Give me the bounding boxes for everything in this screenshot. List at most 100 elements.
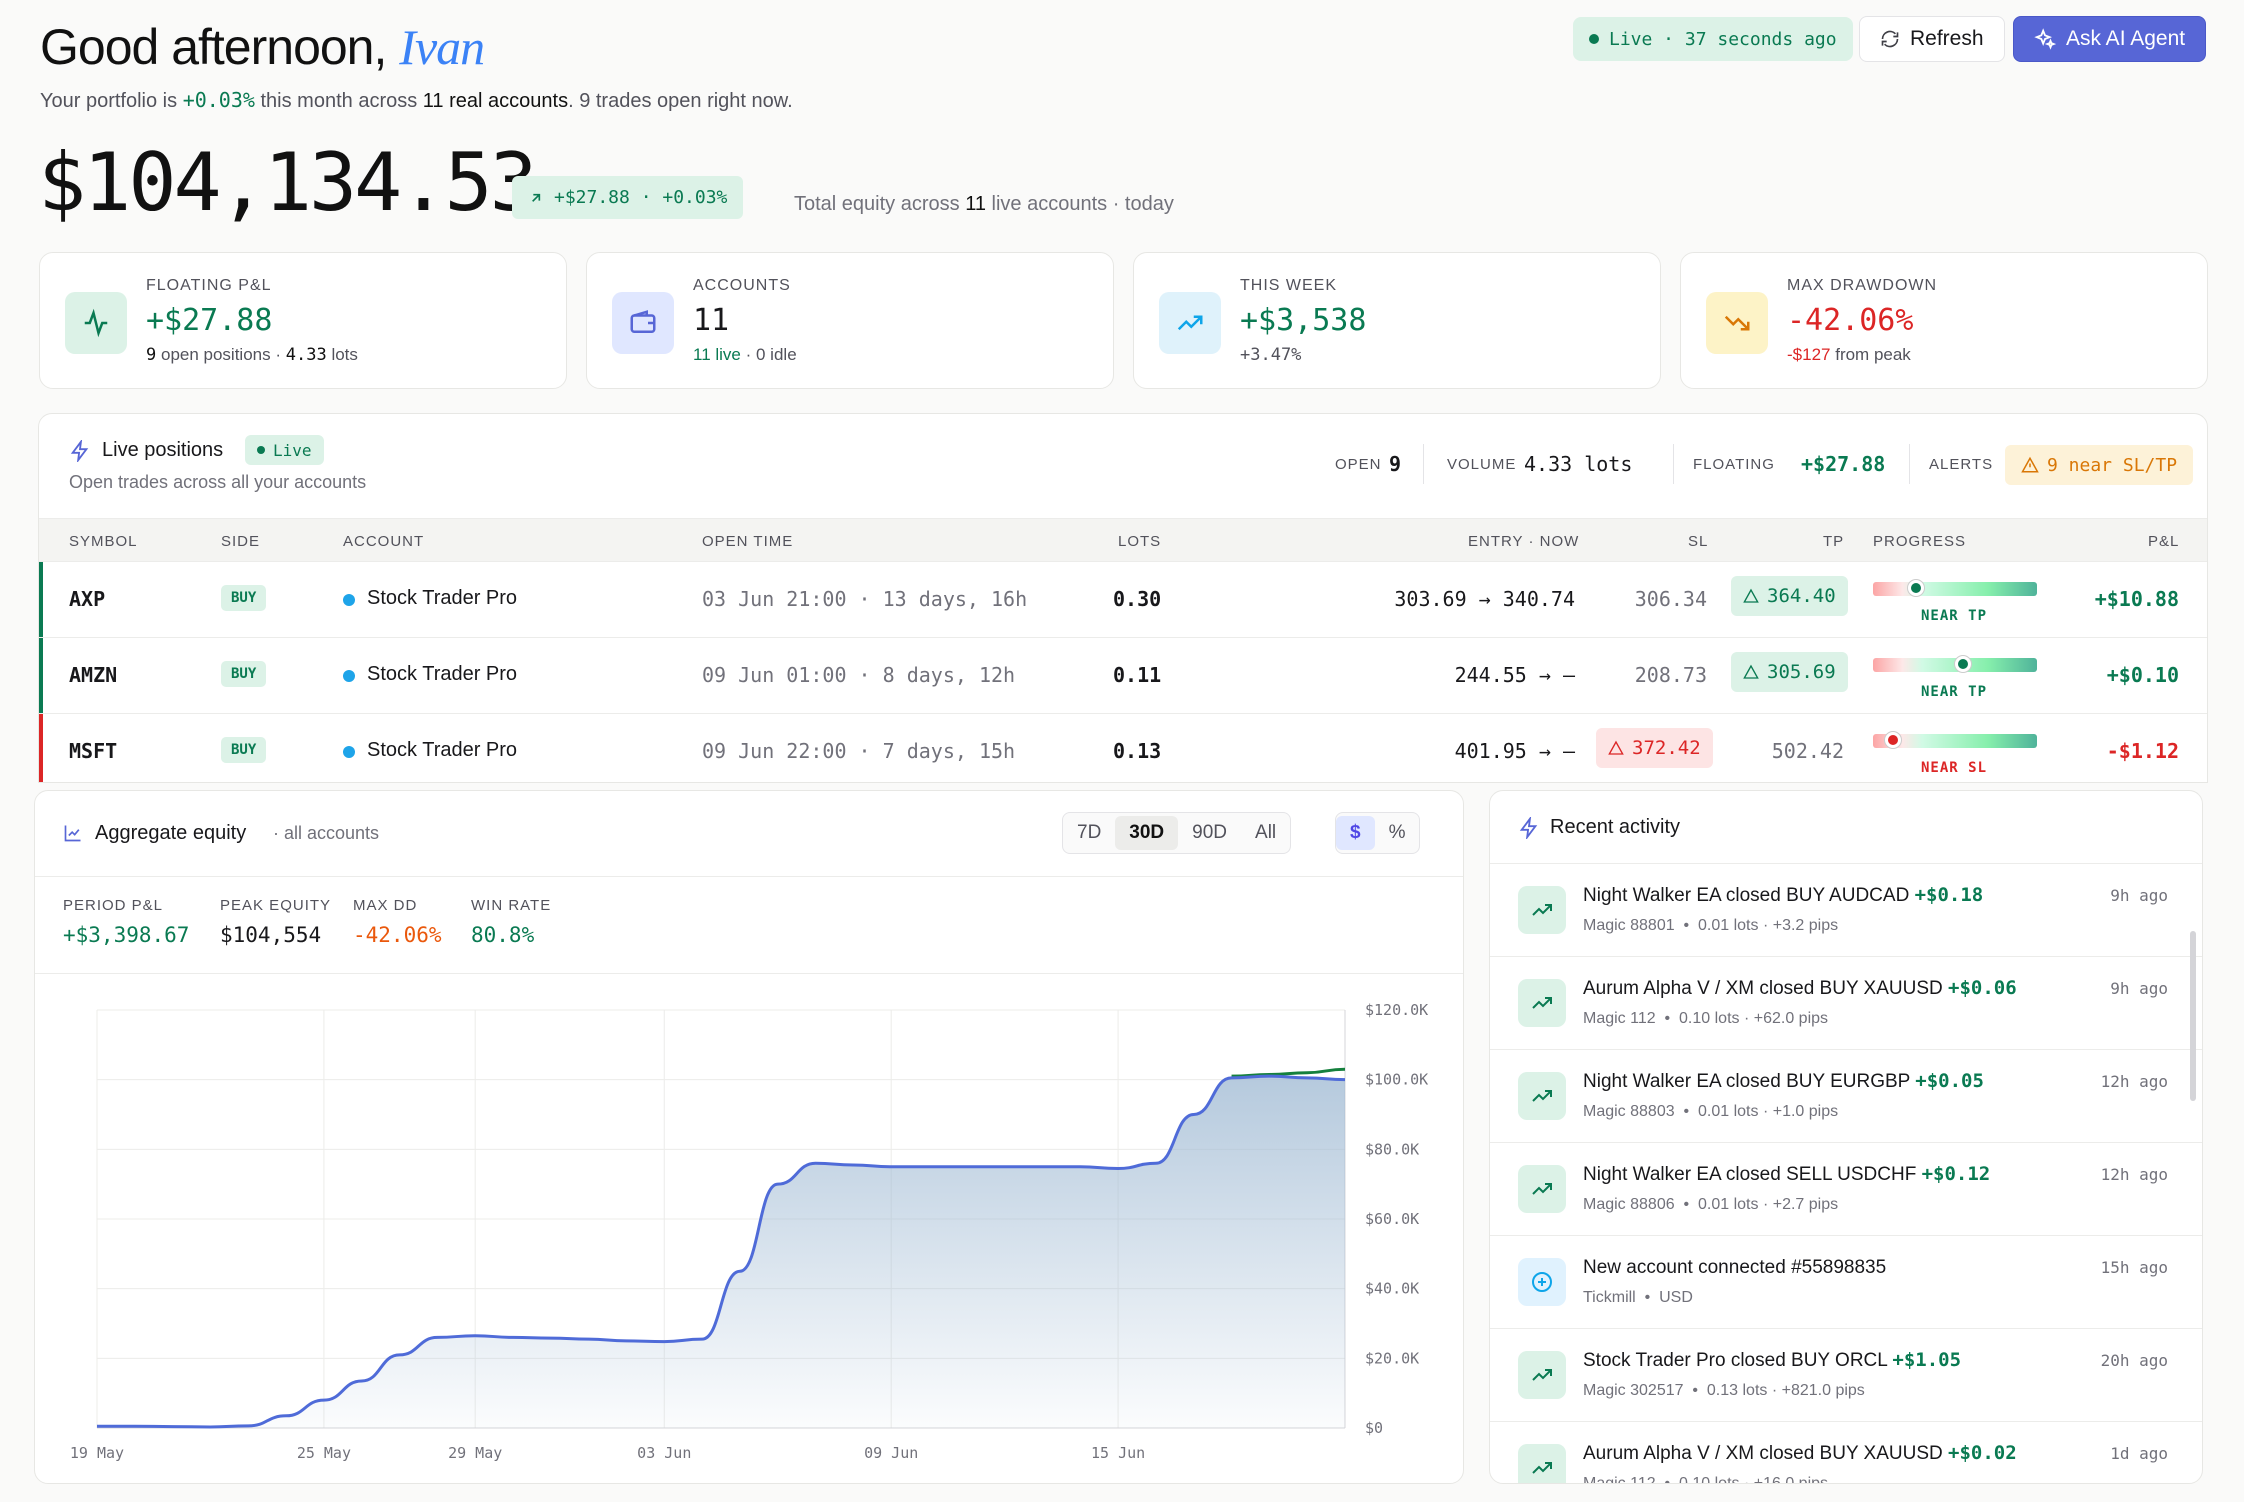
unit-dollar[interactable]: $ [1336,816,1375,850]
x-tick-label: 03 Jun [637,1444,691,1462]
activity-amount: +$0.06 [1948,977,2017,999]
refresh-label: Refresh [1910,27,1984,50]
position-row[interactable]: AMZN BUY Stock Trader Pro 09 Jun 01:00 ·… [39,638,2207,714]
position-lots: 0.30 [1113,587,1162,611]
card-value: 11 [693,303,730,338]
position-lots: 0.11 [1113,663,1162,687]
col-tp: TP [1823,533,1845,550]
col-side: SIDE [221,533,261,550]
range-30d[interactable]: 30D [1115,816,1179,850]
alerts-badge[interactable]: 9 near SL/TP [2005,445,2194,485]
position-row[interactable]: AXP BUY Stock Trader Pro 03 Jun 21:00 · … [39,562,2207,638]
equity-delta-text: +$27.88 · +0.03% [554,187,728,208]
y-tick-label: $0 [1365,1419,1383,1437]
stat-label: MAX DD [353,897,418,914]
col-progress: PROGRESS [1873,533,1967,550]
positions-table-header: SYMBOL SIDE ACCOUNT OPEN TIME LOTS ENTRY… [39,518,2207,562]
volume-value: 4.33 lots [1524,452,1633,476]
col-pnl: P&L [2148,533,2180,550]
activity-item[interactable]: Aurum Alpha V / XM closed BUY XAUUSD +$0… [1490,1422,2202,1483]
activity-item[interactable]: Stock Trader Pro closed BUY ORCL +$1.05 M… [1490,1329,2202,1422]
activity-meta: Magic 112 • 0.10 lots · +62.0 pips [1583,1010,1829,1027]
activity-desc: New account connected #55898835 [1583,1257,1887,1278]
activity-amount: +$1.05 [1892,1349,1962,1371]
live-status-badge: Live · 37 seconds ago [1573,17,1853,61]
live-positions-panel: Live positions Live Open trades across a… [38,413,2208,783]
y-tick-label: $80.0K [1365,1140,1419,1158]
activity-desc: Aurum Alpha V / XM closed BUY XAUUSD [1583,978,1943,999]
equity-line [96,1074,1346,1429]
activity-desc: Night Walker EA closed BUY EURGBP [1583,1071,1910,1092]
range-toggle: 7D 30D 90D All [1062,812,1292,854]
activity-title: Recent activity [1550,816,1681,838]
activity-meta-b: 0.13 lots · +821.0 pips [1706,1382,1865,1399]
position-row[interactable]: MSFT BUY Stock Trader Pro 09 Jun 22:00 ·… [39,714,2207,782]
trend-up-icon [1518,1072,1566,1120]
tp-chip: 305.69 [1731,652,1848,692]
position-entry-now: 244.55 → – [1454,663,1575,687]
position-entry-now: 303.69 → 340.74 [1394,587,1575,611]
divider [1673,444,1674,484]
activity-item[interactable]: Night Walker EA closed BUY AUDCAD +$0.18… [1490,864,2202,957]
progress-marker [1955,656,1972,672]
x-tick-label: 29 May [448,1444,502,1462]
progress-marker [1884,732,1901,748]
activity-item[interactable]: New account connected #55898835 Tickmill… [1490,1236,2202,1329]
trend-up-icon [1518,979,1566,1027]
activity-desc: Night Walker EA closed BUY AUDCAD [1583,885,1910,906]
card-label: THIS WEEK [1240,277,1338,294]
warning-icon [2021,456,2039,473]
plus-circle-icon [1518,1258,1566,1306]
scrollbar[interactable] [2190,931,2196,1101]
range-7d[interactable]: 7D [1077,822,1102,843]
tp-chip: 364.40 [1731,576,1848,616]
unit-percent[interactable]: % [1388,822,1406,843]
activity-meta-b: 0.01 lots · +1.0 pips [1698,1103,1839,1120]
range-all[interactable]: All [1255,822,1277,843]
activity-item[interactable]: Night Walker EA closed SELL USDCHF +$0.1… [1490,1143,2202,1236]
floating-label: FLOATING [1693,456,1775,473]
position-tp: 305.69 [1767,661,1836,683]
y-tick-label: $40.0K [1365,1280,1419,1298]
card-value: +$27.88 [146,303,273,338]
row-indicator [39,562,43,637]
activity-meta-a: Magic 302517 [1583,1382,1684,1399]
refresh-icon [1881,30,1899,48]
col-sl: SL [1688,533,1709,550]
total-equity: $104,134.53 [38,136,538,229]
activity-time: 12h ago [2100,1165,2168,1184]
activity-text: Stock Trader Pro closed BUY ORCL +$1.05 [1583,1349,1961,1372]
col-symbol: SYMBOL [69,533,138,550]
warning-icon [1608,740,1624,755]
positions-title: Live positions [102,439,224,461]
ask-ai-agent-button[interactable]: Ask AI Agent [2013,16,2207,62]
card-sub: +3.47% [1240,345,1302,365]
position-pnl: +$10.88 [2094,587,2179,611]
position-symbol: AXP [69,587,106,611]
equity-chart: $120.0K $100.0K $80.0K $60.0K $40.0K $20.0K $0… [70,1001,1428,1462]
card-sub-b: open positions · [160,345,282,364]
account-dot-icon [343,594,355,606]
range-90d[interactable]: 90D [1192,822,1228,843]
divider [35,973,1463,974]
divider [1423,444,1424,484]
card-sub-b: · 0 idle [745,345,797,364]
progress-bar [1873,580,2037,596]
y-tick-label: $20.0K [1365,1349,1419,1367]
refresh-button[interactable]: Refresh [1859,16,2005,62]
equity-area [97,1076,1345,1428]
stat-label: PERIOD P&L [63,897,164,914]
stat-win-rate: 80.8% [471,923,535,947]
card-sub-a: 11 live [693,345,741,364]
activity-meta-b: 0.10 lots · +62.0 pips [1679,1010,1829,1027]
side-badge: BUY [221,661,267,687]
position-lots: 0.13 [1113,739,1162,763]
lightning-icon [70,440,89,462]
greeting-text: Good afternoon, [40,19,387,75]
activity-item[interactable]: Aurum Alpha V / XM closed BUY XAUUSD +$0… [1490,957,2202,1050]
position-account: Stock Trader Pro [367,739,518,761]
live-status-text: Live · 37 seconds ago [1609,28,1837,50]
activity-item[interactable]: Night Walker EA closed BUY EURGBP +$0.05… [1490,1050,2202,1143]
position-symbol: MSFT [69,739,118,763]
x-tick-label: 09 Jun [864,1444,918,1462]
